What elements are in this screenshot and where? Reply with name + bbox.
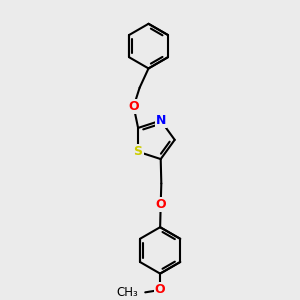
- Text: O: O: [155, 284, 165, 296]
- Text: N: N: [155, 114, 166, 127]
- Text: S: S: [134, 145, 142, 158]
- Text: CH₃: CH₃: [116, 286, 138, 299]
- Text: O: O: [128, 100, 139, 113]
- Text: O: O: [155, 198, 166, 211]
